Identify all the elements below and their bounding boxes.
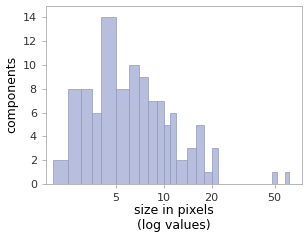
Bar	[164, 124, 170, 184]
Bar	[272, 172, 277, 184]
Bar	[148, 101, 156, 184]
Y-axis label: components: components	[6, 56, 18, 133]
Bar	[176, 160, 187, 184]
Bar	[68, 89, 81, 184]
Bar	[53, 160, 68, 184]
Bar	[212, 148, 218, 184]
Bar	[196, 124, 204, 184]
Bar	[101, 17, 116, 184]
Bar	[204, 172, 212, 184]
Bar	[285, 172, 289, 184]
Bar	[129, 65, 139, 184]
X-axis label: size in pixels
(log values): size in pixels (log values)	[134, 204, 214, 233]
Bar	[170, 113, 176, 184]
Bar	[91, 113, 101, 184]
Bar	[139, 77, 148, 184]
Bar	[156, 101, 164, 184]
Bar	[116, 89, 129, 184]
Bar	[187, 148, 196, 184]
Bar	[81, 89, 91, 184]
